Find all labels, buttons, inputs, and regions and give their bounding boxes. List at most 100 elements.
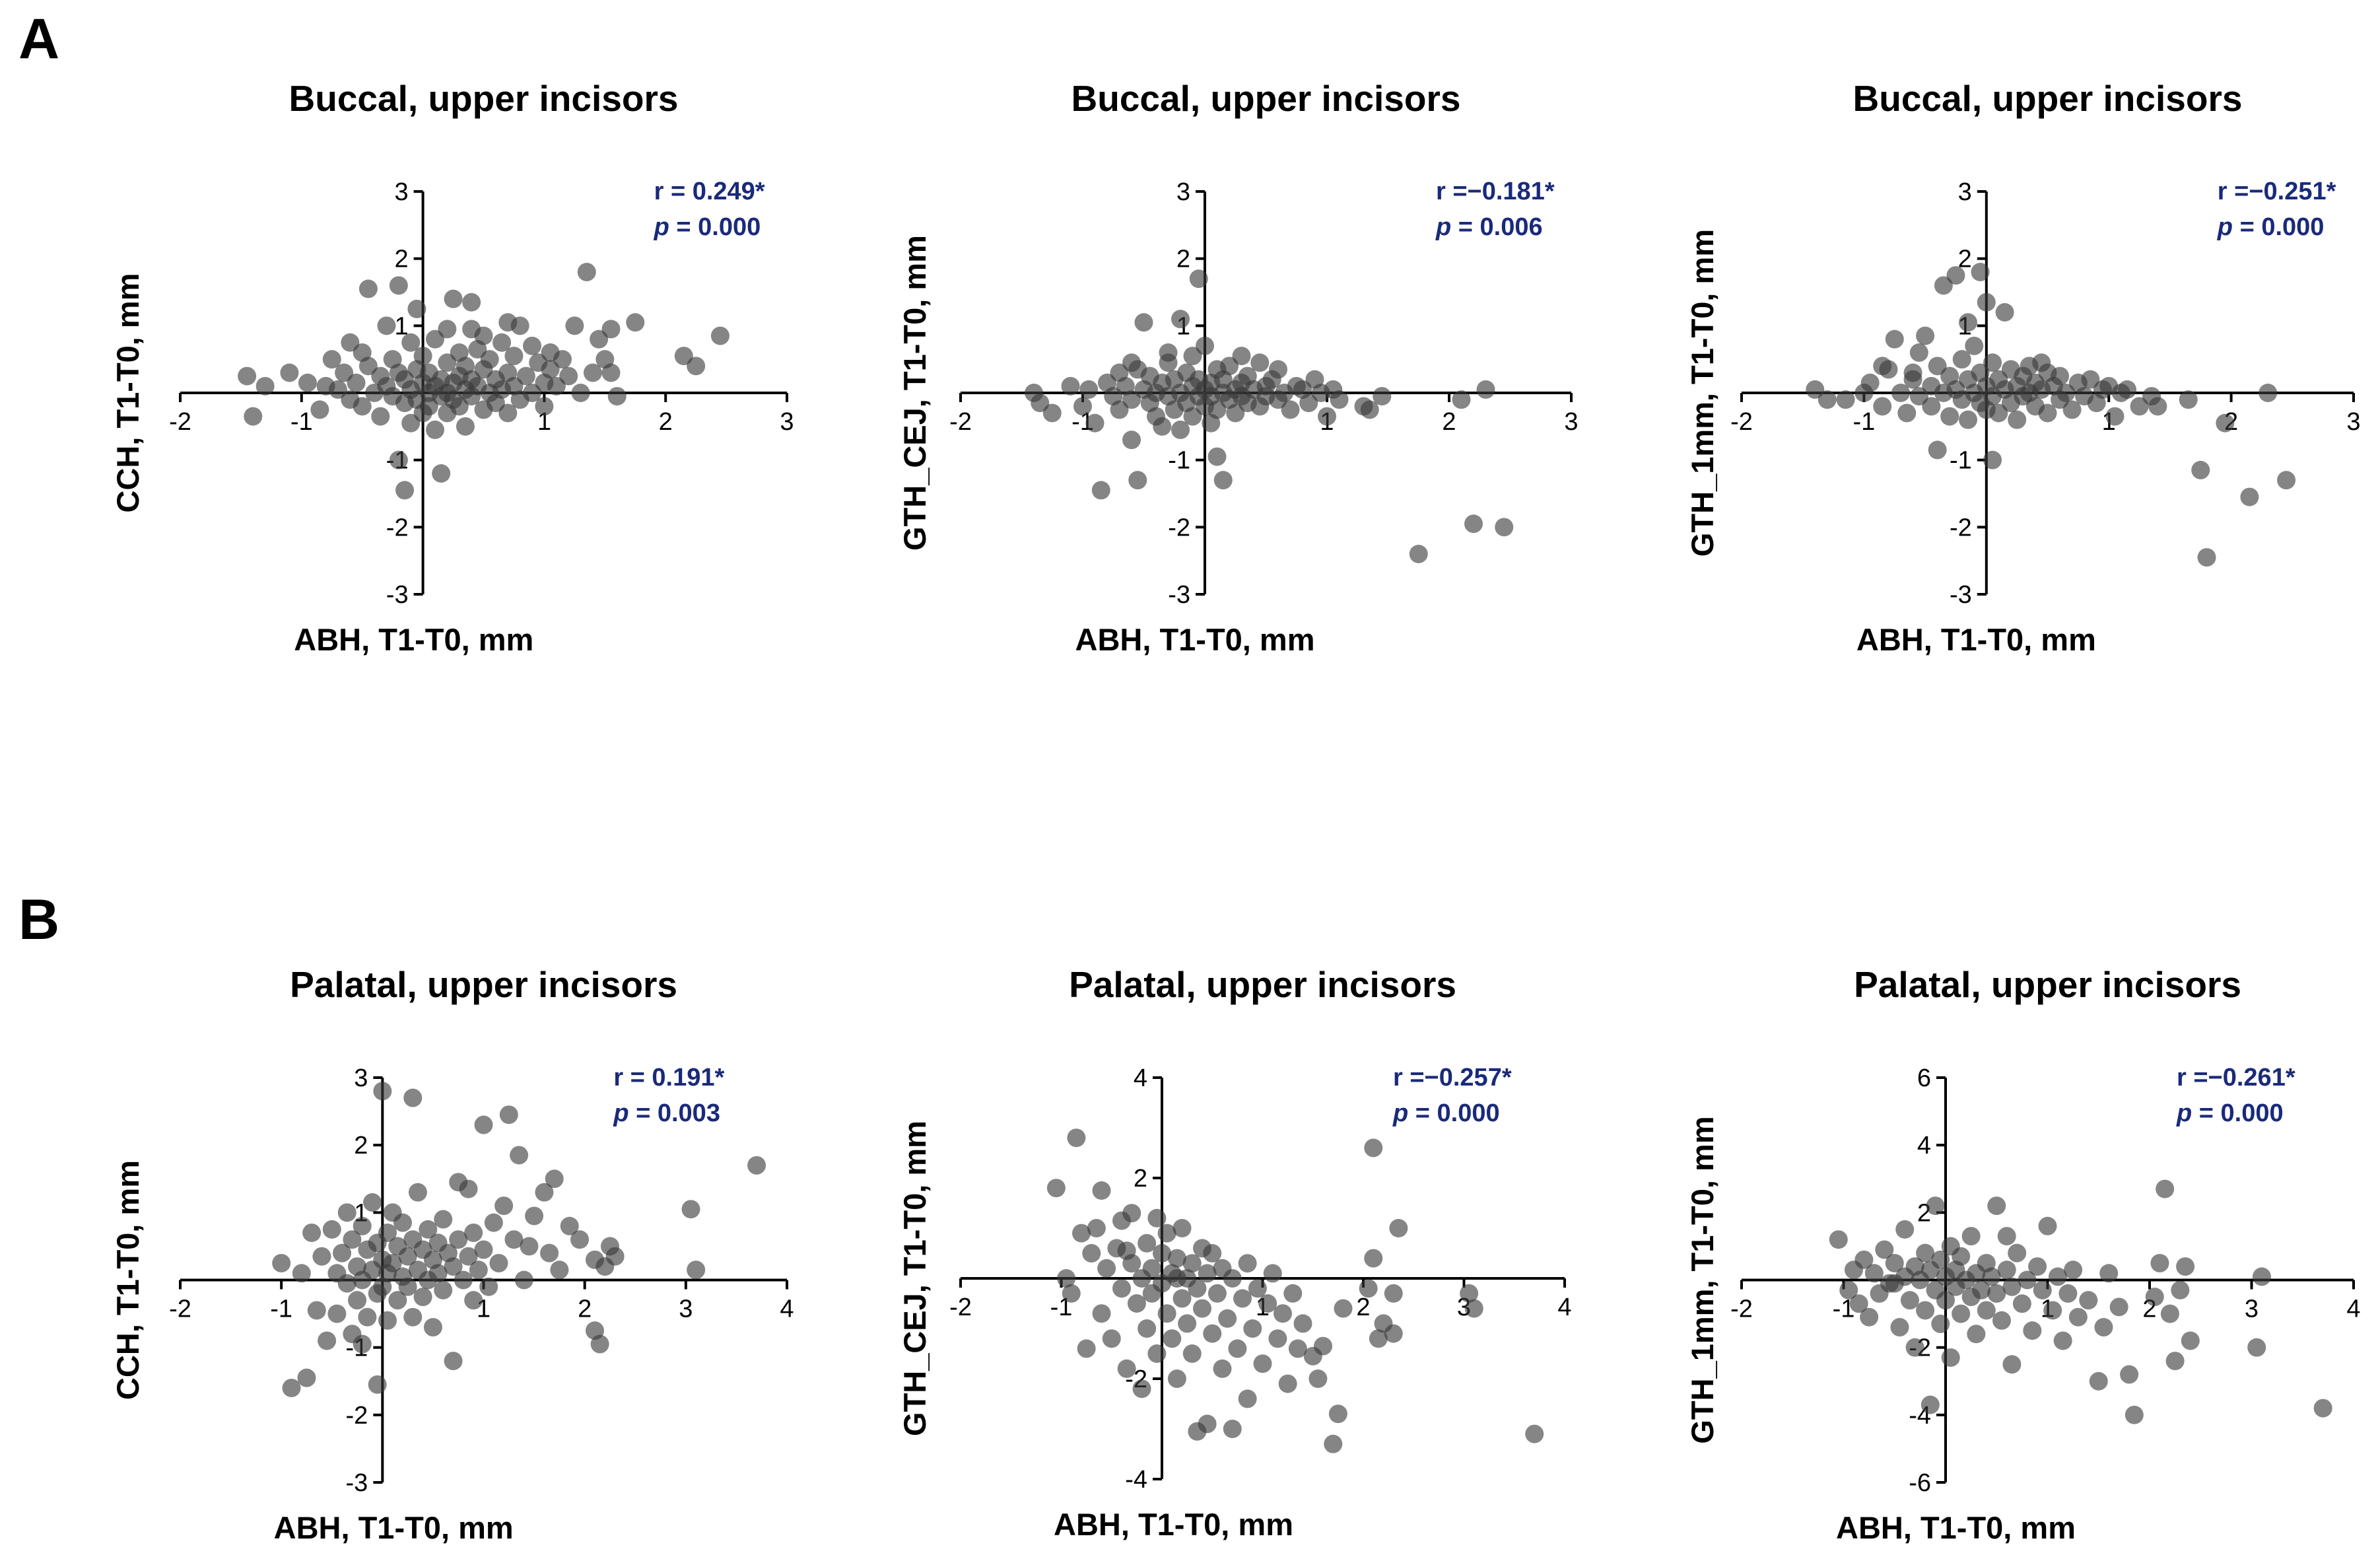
data-point — [1916, 326, 1935, 345]
data-point — [363, 1193, 382, 1212]
x-tick-label: -2 — [1730, 1296, 1753, 1323]
data-point — [1922, 397, 1941, 416]
data-point — [1082, 1244, 1101, 1263]
data-point — [347, 373, 366, 392]
data-point — [1112, 1279, 1131, 1298]
data-point — [403, 1088, 423, 1107]
data-point — [1228, 1339, 1247, 1358]
stat-p-value: = 0.000 — [676, 213, 761, 241]
data-point — [1836, 390, 1855, 409]
data-point — [1860, 373, 1880, 392]
data-point — [571, 384, 590, 402]
data-point — [1916, 1301, 1935, 1320]
y-tick-label: -3 — [386, 581, 409, 609]
data-point — [1110, 400, 1129, 419]
data-point — [353, 1334, 372, 1354]
data-point — [1983, 450, 2002, 469]
data-point — [1153, 1244, 1171, 1263]
data-point — [590, 329, 609, 349]
data-point — [444, 289, 463, 308]
data-point — [378, 1311, 397, 1330]
x-tick-label: 3 — [780, 408, 794, 436]
data-point — [1057, 1269, 1076, 1288]
data-point — [335, 363, 354, 382]
data-point — [398, 1277, 417, 1296]
stat-p-value: = 0.000 — [2199, 1099, 2284, 1127]
data-point — [1122, 431, 1141, 450]
data-point — [419, 397, 438, 416]
x-axis-label: ABH, T1-T0, mm — [1836, 1510, 2076, 1545]
data-point — [310, 400, 329, 419]
data-point — [1193, 1299, 1211, 1318]
data-point — [2002, 1355, 2022, 1374]
x-axis-label: ABH, T1-T0, mm — [274, 1510, 514, 1545]
data-point — [1189, 269, 1208, 289]
data-point — [327, 1304, 347, 1323]
data-point — [1283, 1284, 1303, 1303]
data-point — [1142, 1259, 1161, 1278]
data-point — [1062, 1284, 1081, 1303]
data-point — [525, 1206, 544, 1226]
y-tick-label: 4 — [1134, 1064, 1147, 1092]
data-point — [1525, 1424, 1544, 1443]
data-point — [413, 347, 432, 366]
y-tick-label: 4 — [1917, 1132, 1931, 1160]
data-point — [2240, 487, 2259, 506]
data-point — [1314, 1336, 1332, 1356]
data-point — [1171, 420, 1190, 439]
data-point — [2156, 1179, 2175, 1198]
data-point — [520, 1237, 539, 1256]
data-point — [1171, 310, 1190, 329]
data-point — [559, 366, 578, 386]
data-point — [1269, 360, 1287, 379]
data-point — [2130, 397, 2149, 416]
data-point — [1931, 1314, 1950, 1333]
data-point — [1288, 1339, 1307, 1358]
data-point — [1091, 481, 1110, 500]
data-point — [1928, 440, 1947, 460]
data-point — [583, 363, 602, 382]
data-point — [280, 363, 299, 382]
charts-container: -2 -1 1 2 3 -3 -2 -1 1 2 3 Buccal, upper incisors AB… — [110, 78, 2361, 1545]
data-point — [1995, 303, 2014, 322]
y-tick-label: -2 — [346, 1402, 368, 1430]
data-point — [1464, 1299, 1483, 1318]
data-point — [1977, 1301, 1996, 1320]
data-point — [2002, 1277, 2022, 1296]
data-point — [333, 1243, 352, 1263]
data-point — [1965, 336, 1984, 355]
data-point — [1147, 1344, 1167, 1363]
data-point — [1085, 413, 1105, 433]
data-point — [2259, 384, 2278, 402]
data-point — [1987, 1196, 2006, 1216]
y-tick-label: -6 — [1909, 1469, 1931, 1497]
data-point — [1839, 1280, 1858, 1299]
x-tick-label: 1 — [537, 408, 551, 436]
data-point — [337, 1274, 357, 1293]
data-point — [516, 366, 535, 386]
data-point — [1364, 1138, 1383, 1158]
data-point — [1977, 293, 1996, 312]
stat-p-value: = 0.000 — [2240, 213, 2325, 241]
y-tick-label: -3 — [346, 1469, 368, 1497]
data-point — [474, 1115, 493, 1134]
data-point — [2171, 1280, 2190, 1299]
data-point — [1198, 1264, 1217, 1283]
y-tick-label: 2 — [394, 246, 408, 273]
data-point — [479, 1277, 498, 1296]
chart-title: Buccal, upper incisors — [1071, 78, 1461, 119]
data-point — [401, 333, 421, 352]
x-axis-label: ABH, T1-T0, mm — [1075, 622, 1315, 657]
data-point — [2038, 403, 2057, 423]
x-tick-label: -1 — [1853, 408, 1876, 436]
data-point — [1373, 387, 1392, 406]
y-axis-label: CCH, T1-T0, mm — [110, 273, 145, 513]
data-point — [1072, 1224, 1091, 1243]
data-point — [454, 1270, 473, 1290]
data-point — [1958, 410, 1977, 429]
data-point — [341, 333, 360, 352]
y-tick-label: 3 — [394, 178, 408, 206]
data-point — [2032, 353, 2051, 372]
data-point — [1324, 1434, 1343, 1453]
